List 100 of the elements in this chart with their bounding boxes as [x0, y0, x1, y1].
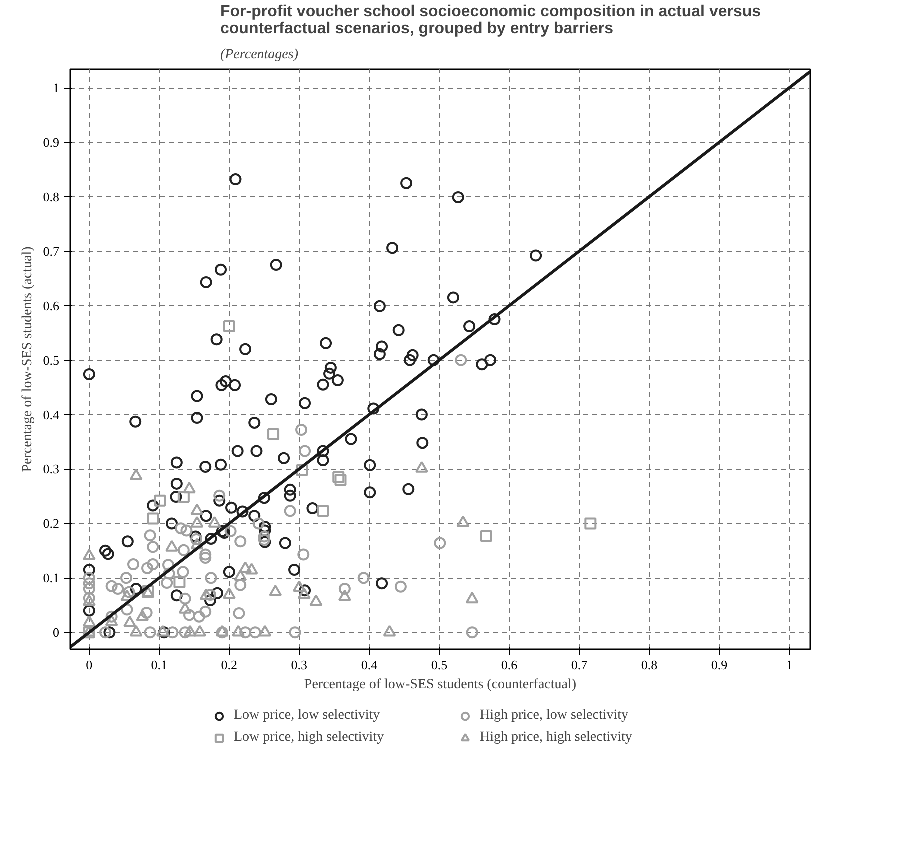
point	[177, 566, 190, 578]
point	[245, 563, 258, 575]
point	[136, 610, 150, 622]
x-tick-label: 0	[86, 658, 93, 672]
point	[310, 594, 323, 606]
chart-title: For-profit voucher school socioeconomic composition in actual versus counterfactual scenarios, grouped by entry barriers	[220, 4, 762, 38]
point	[434, 537, 446, 550]
point	[298, 588, 311, 600]
point	[106, 580, 118, 592]
x-tick-label: 0.8	[641, 658, 658, 672]
point	[147, 512, 160, 525]
point	[205, 572, 218, 584]
point	[154, 494, 166, 507]
x-tick-label: 0.9	[711, 658, 728, 672]
point	[232, 625, 246, 637]
point	[120, 590, 134, 602]
point	[144, 530, 156, 542]
point	[394, 580, 407, 593]
point	[183, 482, 196, 494]
point	[358, 572, 370, 584]
y-tick-label: 0.7	[43, 244, 60, 259]
point	[239, 562, 252, 574]
y-tick-label: 0.4	[43, 407, 60, 422]
point	[204, 589, 217, 602]
point	[584, 518, 597, 530]
point	[178, 491, 190, 504]
point	[249, 626, 262, 639]
x-tick-label: 0.4	[361, 658, 378, 672]
point	[480, 530, 492, 542]
x-tick-label: 0.7	[571, 658, 588, 672]
point	[100, 626, 112, 639]
y-tick-label: 0.2	[43, 516, 60, 532]
legend-label: High price, high selectivity	[480, 730, 634, 746]
point	[234, 579, 247, 592]
point	[258, 530, 270, 543]
point	[234, 570, 248, 582]
point	[268, 428, 280, 440]
point	[179, 626, 192, 639]
point	[175, 522, 188, 535]
point	[112, 583, 124, 596]
point	[130, 625, 143, 637]
point	[222, 588, 236, 600]
point	[147, 558, 160, 571]
point	[298, 548, 310, 561]
point	[128, 558, 140, 571]
point	[223, 320, 236, 333]
x-tick-label: 0.3	[291, 658, 308, 672]
point	[190, 534, 203, 546]
point	[234, 536, 247, 548]
point	[383, 625, 396, 637]
y-tick-label: 1	[53, 80, 60, 96]
point	[120, 572, 133, 584]
point	[147, 541, 160, 554]
legend-label: Low price, low selectivity	[234, 708, 382, 724]
point	[121, 604, 134, 616]
point	[184, 609, 196, 622]
point	[292, 580, 306, 592]
point	[105, 614, 118, 626]
point	[166, 626, 179, 639]
point	[284, 505, 296, 518]
x-tick-label: 0.6	[501, 658, 518, 672]
point	[174, 576, 186, 589]
point	[214, 490, 226, 502]
x-tick-label: 1	[786, 658, 793, 672]
x-axis-title: Percentage of low-SES students (counterfactual)	[304, 678, 577, 692]
point	[190, 516, 204, 528]
point	[83, 592, 96, 604]
point	[194, 625, 207, 637]
point	[455, 354, 468, 366]
point	[82, 615, 96, 627]
point	[466, 592, 479, 604]
legend-label: Low price, high selectivity	[234, 730, 386, 746]
y-axis-title: Percentage of low-SES students (actual)	[20, 246, 36, 472]
y-tick-label: 0.9	[43, 134, 60, 150]
point	[180, 524, 193, 537]
point	[178, 544, 190, 556]
point	[299, 445, 312, 458]
y-tick-label: 0.3	[43, 462, 60, 477]
point	[193, 610, 206, 623]
point	[200, 606, 212, 618]
point	[338, 590, 352, 602]
point	[200, 588, 213, 600]
point	[144, 626, 156, 639]
point	[161, 577, 174, 590]
point	[124, 616, 137, 628]
point	[296, 464, 308, 476]
point	[179, 592, 192, 605]
point	[466, 626, 478, 639]
point	[166, 540, 179, 552]
point	[83, 572, 96, 584]
point	[200, 552, 212, 564]
point	[317, 505, 330, 518]
point	[269, 584, 282, 596]
point	[338, 583, 351, 596]
y-tick-label: 0	[53, 625, 60, 640]
y-tick-label: 0.1	[43, 570, 60, 586]
point	[252, 518, 265, 530]
point	[258, 625, 272, 637]
point	[83, 578, 96, 590]
point	[200, 548, 212, 561]
